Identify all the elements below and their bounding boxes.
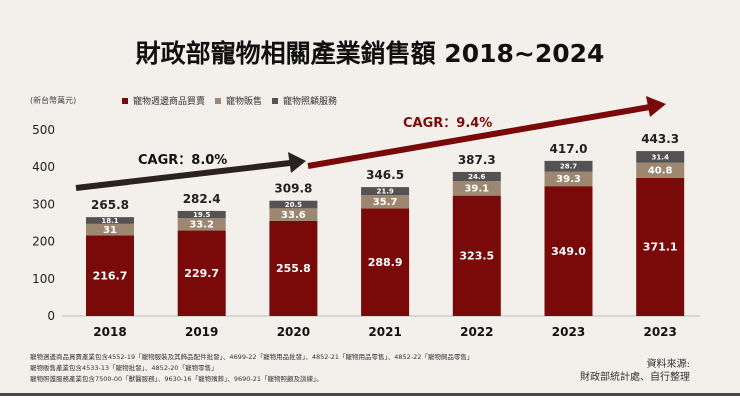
- cagr-label-2: CAGR：9.4%: [403, 116, 492, 131]
- bar-segment: [636, 151, 685, 163]
- legend-swatch: [215, 97, 222, 104]
- footnote: 寵物照護服務產業包含7500-00「獸醫服務」、9630-16「寵物殯葬」、96…: [30, 375, 323, 383]
- data-label: 33.2: [189, 220, 214, 231]
- x-tick-label: 2018: [93, 325, 126, 339]
- bar-segment: [361, 195, 410, 209]
- total-label: 443.3: [641, 132, 679, 146]
- y-tick-label: 500: [32, 123, 55, 137]
- y-tick-label: 400: [32, 160, 55, 174]
- data-label: 40.8: [648, 166, 673, 177]
- y-tick-label: 200: [32, 235, 55, 249]
- bar-segment: [452, 171, 501, 182]
- bar-segment: [86, 223, 134, 236]
- data-label: 24.6: [468, 173, 485, 181]
- data-label: 28.7: [560, 163, 577, 171]
- data-label: 33.6: [281, 210, 306, 221]
- bar-segment: [86, 217, 134, 224]
- cagr-arrow-1: [75, 160, 291, 191]
- data-label: 21.9: [376, 188, 393, 196]
- bar-segment: [361, 208, 410, 316]
- bar-segment: [86, 235, 134, 316]
- legend-label: 寵物販售: [226, 97, 263, 107]
- x-tick-label: 2022: [460, 325, 493, 339]
- source-text: 財政部統計處、自行整理: [580, 372, 690, 383]
- bar-segment: [452, 195, 501, 316]
- total-label: 417.0: [550, 142, 588, 156]
- data-label: 31.4: [652, 153, 669, 161]
- data-label: 349.0: [551, 245, 586, 258]
- y-tick-label: 300: [32, 197, 55, 211]
- legend-label: 寵物週邊商品買賣: [133, 97, 206, 107]
- legend-item: 寵物販售: [215, 94, 262, 107]
- total-label: 346.5: [366, 168, 404, 182]
- bar-segment: [544, 171, 593, 187]
- x-tick-label: 2023: [552, 325, 585, 339]
- x-tick-label: 2023: [643, 325, 676, 339]
- x-tick-label: 2020: [277, 325, 310, 339]
- chart-title: 財政部寵物相關產業銷售額 2018~2024: [135, 39, 605, 68]
- unit-label: (新台幣萬元): [30, 96, 77, 105]
- x-tick-label: 2021: [368, 325, 401, 339]
- footnotes: 寵物週邊商品買賣產業包含4552-19「寵物服裝及其飾品配件批發」、4699-2…: [30, 352, 473, 385]
- bar-segment: [177, 218, 226, 231]
- total-label: 387.3: [458, 153, 496, 167]
- bar-segment: [636, 177, 685, 316]
- data-label: 18.1: [101, 217, 118, 225]
- legend: 寵物週邊商品買賣 寵物販售 寵物照顧服務: [122, 94, 337, 107]
- data-label: 288.9: [368, 256, 403, 269]
- total-label: 309.8: [274, 182, 312, 196]
- total-label: 282.4: [183, 192, 221, 206]
- bar-segment: [636, 162, 685, 178]
- y-tick-label: 100: [32, 272, 55, 286]
- source-label: 資料來源:: [646, 359, 690, 370]
- source: 資料來源: 財政部統計處、自行整理: [580, 358, 690, 384]
- data-label: 39.3: [556, 174, 581, 185]
- bar-segment: [452, 181, 501, 196]
- legend-item: 寵物週邊商品買賣: [122, 94, 205, 107]
- legend-swatch: [272, 97, 279, 104]
- data-label: 323.5: [459, 249, 494, 262]
- footnote: 寵物販售產業包含4533-13「寵物批發」、4852-20「寵物零售」: [30, 364, 218, 372]
- data-label: 216.7: [93, 269, 128, 282]
- data-label: 19.5: [193, 211, 210, 219]
- cagr-label-1: CAGR：8.0%: [138, 153, 227, 168]
- data-label: 229.7: [184, 267, 219, 280]
- data-label: 35.7: [373, 197, 398, 208]
- cagr-arrowhead-2: [646, 96, 666, 117]
- bar-segment: [269, 220, 318, 316]
- data-label: 31: [103, 225, 117, 236]
- total-label: 265.8: [91, 198, 129, 212]
- data-label: 255.8: [276, 262, 311, 275]
- bar-segment: [177, 230, 226, 316]
- legend-label: 寵物照顧服務: [283, 97, 338, 107]
- legend-swatch: [122, 97, 128, 104]
- bar-segment: [544, 160, 593, 172]
- footnote: 寵物週邊商品買賣產業包含4552-19「寵物服裝及其飾品配件批發」、4699-2…: [30, 353, 474, 361]
- y-tick-label: 0: [47, 309, 55, 323]
- bar-segment: [544, 186, 593, 316]
- x-tick-label: 2019: [185, 325, 218, 339]
- data-label: 20.5: [285, 201, 302, 209]
- bar-segment: [269, 200, 318, 209]
- bar-segment: [269, 208, 318, 221]
- data-label: 39.1: [464, 184, 489, 195]
- cagr-arrow-2: [307, 104, 651, 169]
- bar-segment: [361, 187, 410, 196]
- chart-slide: 財政部寵物相關產業銷售額 2018~2024 (新台幣萬元) 寵物週邊商品買賣寵…: [0, 0, 740, 396]
- bar-segment: [177, 210, 226, 219]
- cagr-arrowhead-1: [288, 152, 306, 173]
- data-label: 371.1: [643, 241, 678, 254]
- legend-item: 寵物照顧服務: [272, 94, 337, 107]
